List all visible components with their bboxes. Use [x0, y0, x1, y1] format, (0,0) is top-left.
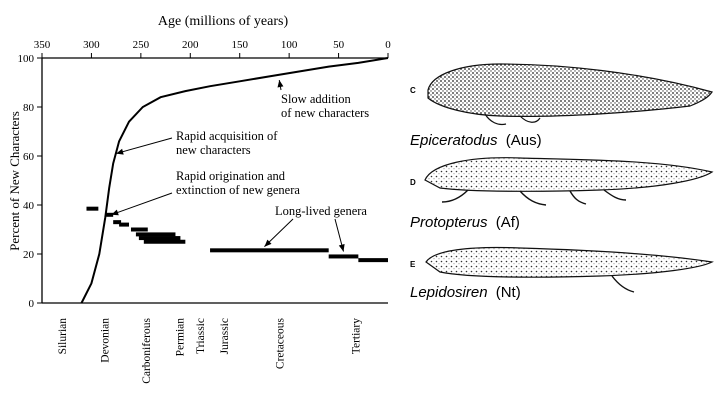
fish-label-letter: E	[410, 260, 416, 269]
y-tick-label: 20	[23, 249, 35, 261]
protopterus-illustration: D	[410, 157, 714, 206]
genus-range-bar	[138, 236, 181, 241]
genus-range-bar	[106, 212, 114, 217]
genus-range-bar	[86, 206, 99, 211]
genus-range-bar	[143, 239, 186, 244]
genus-range-bar	[130, 227, 148, 232]
genus-range-bar	[210, 248, 329, 253]
annotation-arrowhead	[116, 148, 124, 155]
fish-caption-protopterus: Protopterus (Af)	[410, 214, 520, 231]
new-characters-curve	[80, 57, 389, 304]
y-tick-label: 100	[18, 53, 35, 65]
genus-range-bar	[135, 232, 176, 237]
geologic-periods: Silurian Devonian Carboniferous Permian Tria…	[57, 317, 363, 383]
period-label: Devonian	[99, 318, 111, 363]
fish-label-letter: C	[410, 86, 416, 95]
fish-label-letter: D	[410, 178, 416, 187]
epiceratodus-illustration: C	[410, 63, 713, 126]
x-axis-ticks: 350 300 250 200 150 100 50 0	[34, 39, 391, 58]
y-tick-label: 40	[23, 200, 35, 212]
genus-range-bar	[328, 254, 359, 259]
y-axis-title: Percent of New Characters	[7, 111, 22, 251]
y-tick-label: 80	[23, 102, 35, 114]
x-tick-label: 250	[133, 39, 150, 51]
fish-region: (Aus)	[506, 132, 542, 149]
x-tick-label: 50	[333, 39, 345, 51]
annotation-arrow-line	[116, 137, 173, 155]
annotation-arrowhead	[264, 239, 272, 247]
period-label: Permian	[174, 318, 186, 357]
annotation-text: Long-lived genera	[275, 204, 367, 218]
x-tick-label: 0	[385, 39, 391, 51]
period-label: Carboniferous	[141, 317, 153, 383]
y-axis-ticks: 0 20 40 60 80 100	[18, 53, 42, 310]
period-label: Triassic	[195, 318, 207, 354]
genus-range-bar	[119, 222, 129, 227]
x-axis-title: Age (millions of years)	[158, 14, 289, 29]
annotation-text: Rapid origination and	[176, 169, 286, 183]
annotation-arrowhead	[277, 80, 284, 88]
genus-range-bar	[113, 220, 122, 225]
period-label: Jurassic	[219, 318, 231, 354]
x-tick-label: 350	[34, 39, 51, 51]
annotation-arrowhead	[111, 209, 119, 216]
annotation-arrow-line	[111, 192, 173, 216]
lungfish-illustrations: C Epiceratodus (Aus) D Protopterus (Af) …	[410, 63, 714, 301]
period-label: Silurian	[57, 318, 69, 355]
y-tick-label: 0	[29, 298, 35, 310]
fish-region: (Af)	[496, 214, 520, 231]
annotation-text: extinction of new genera	[176, 183, 300, 197]
annotation-text: Slow addition	[281, 92, 352, 106]
period-label: Tertiary	[350, 318, 362, 354]
genus-range-bar	[358, 258, 388, 263]
genera-range-bars	[86, 206, 388, 263]
fish-genus: Epiceratodus	[410, 132, 498, 149]
period-label: Cretaceous	[274, 317, 286, 369]
fish-caption-epiceratodus: Epiceratodus (Aus)	[410, 132, 542, 149]
annotation-text: of new characters	[281, 106, 369, 120]
x-tick-label: 100	[281, 39, 298, 51]
chart: Age (millions of years) Percent of New C…	[7, 14, 391, 384]
lepidosiren-illustration: E	[410, 246, 714, 293]
fish-region: (Nt)	[496, 284, 521, 301]
fish-caption-lepidosiren: Lepidosiren (Nt)	[410, 284, 521, 301]
fish-genus: Lepidosiren	[410, 284, 488, 301]
y-tick-label: 60	[23, 151, 35, 163]
fish-genus: Protopterus	[410, 214, 488, 231]
x-tick-label: 300	[83, 39, 100, 51]
annotation-text: new characters	[176, 143, 251, 157]
annotation-text: Rapid acquisition of	[176, 129, 278, 143]
annotation-arrowhead	[338, 244, 345, 252]
axes	[41, 57, 388, 304]
x-tick-label: 200	[182, 39, 199, 51]
x-tick-label: 150	[231, 39, 248, 51]
